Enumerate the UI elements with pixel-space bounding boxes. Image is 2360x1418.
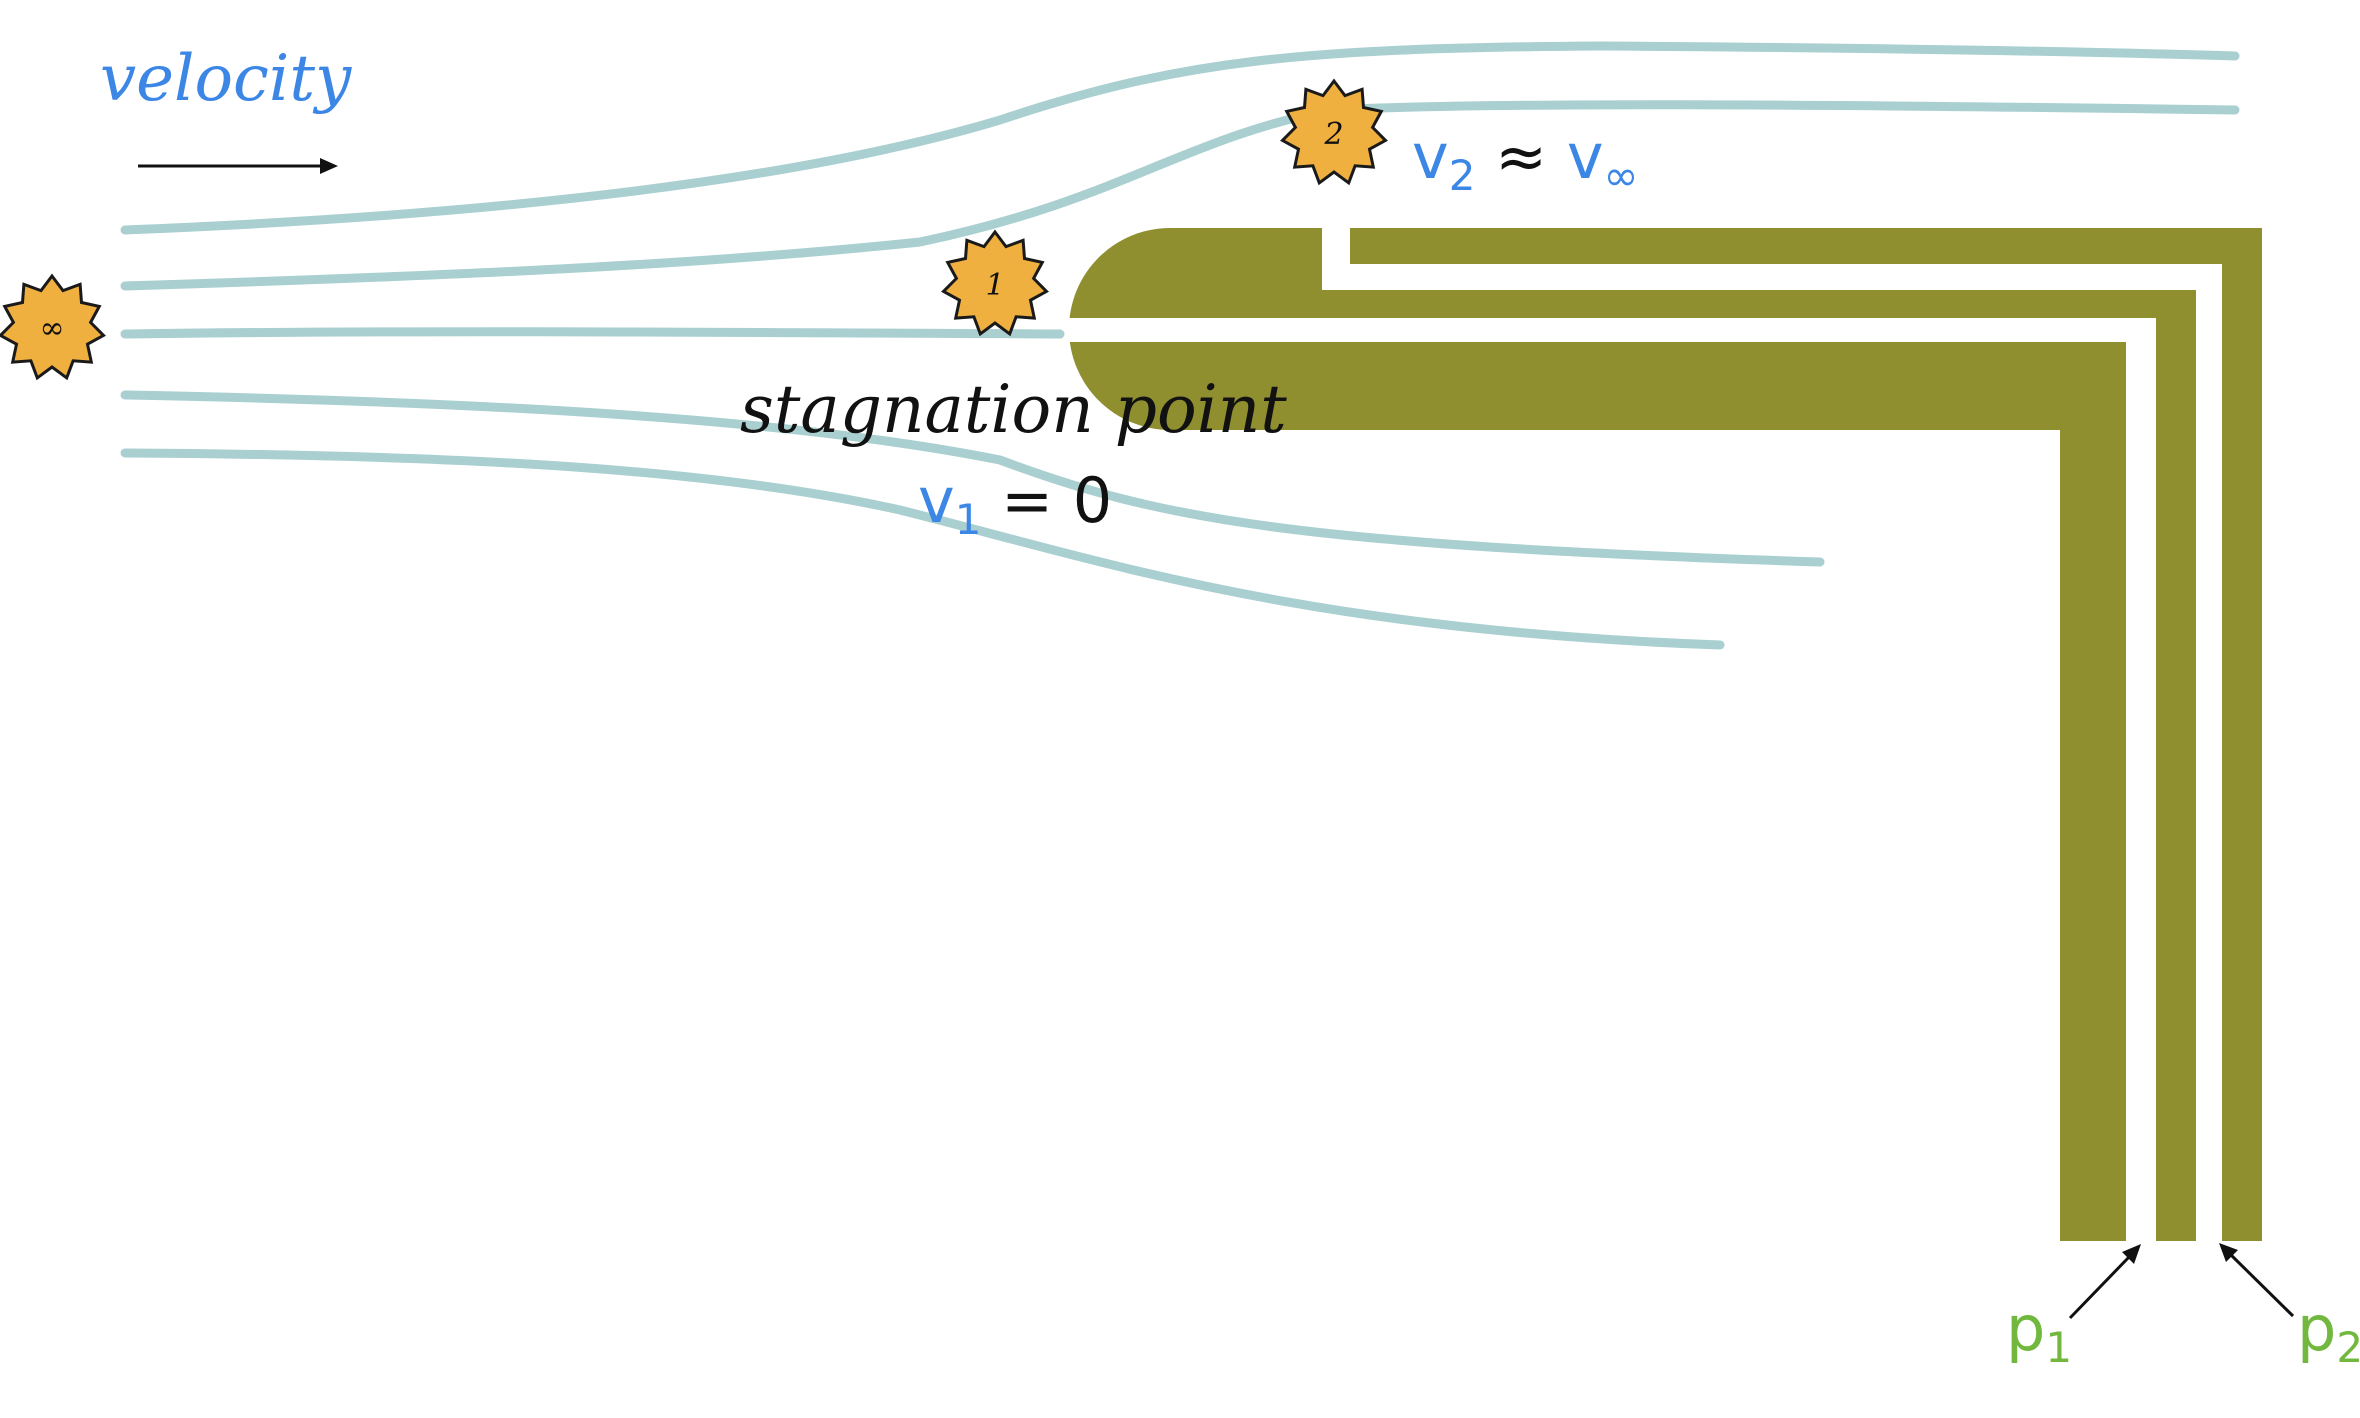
marker-infinity: ∞ <box>0 273 106 381</box>
stagnation-channel <box>1065 318 2156 1241</box>
stagnation-point-label: stagnation point <box>740 371 1287 448</box>
streamline-2 <box>120 100 2240 291</box>
marker-point1: 1 <box>941 229 1049 337</box>
marker-point2-label: 2 <box>1323 117 1343 152</box>
marker-point2: 2 <box>1280 78 1388 186</box>
velocity-label: velocity <box>100 42 352 116</box>
star-badge-icon <box>0 273 106 381</box>
pressure-arrows <box>2068 1243 2295 1320</box>
marker-infinity-label: ∞ <box>40 311 65 346</box>
pitot-tube <box>1065 228 2262 1241</box>
streamline-1 <box>120 41 2240 235</box>
streamline-3 <box>120 327 1065 339</box>
velocity-arrow <box>138 158 338 174</box>
p1-arrow <box>2068 1254 2132 1320</box>
streamline-4 <box>120 390 1825 567</box>
p2-arrow <box>2228 1252 2295 1318</box>
p2-label: p2 <box>2297 1292 2360 1372</box>
p1-label: p1 <box>2006 1292 2072 1372</box>
star-badge-icon <box>1280 78 1388 186</box>
star-badge-icon <box>941 229 1049 337</box>
streamline-5 <box>120 448 1725 650</box>
v1-equation: v1 = 0 <box>918 464 1112 544</box>
marker-point1-label: 1 <box>985 268 1004 303</box>
streamlines <box>120 41 2240 650</box>
v2-equation: v2 ≈ v∞ <box>1412 120 1639 200</box>
